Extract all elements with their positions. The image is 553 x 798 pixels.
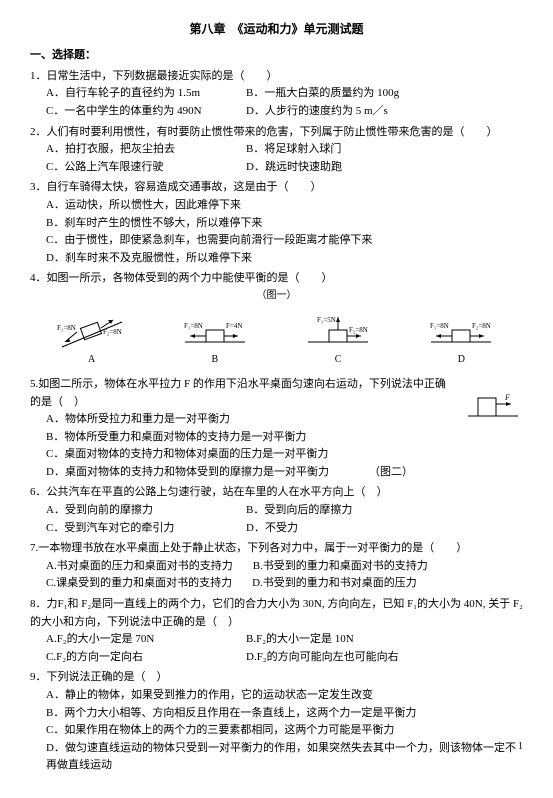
q8-opt-b: B.F₂的大小一定是 10N bbox=[246, 631, 426, 649]
q1-text: 1．日常生活中，下列数据最接近实际的是（ ） bbox=[30, 68, 523, 86]
q5-opt-c: C．桌面对物体的支持力和物体对桌面的压力是一对平衡力 bbox=[46, 446, 523, 464]
q1-opt-d: D．人步行的速度约为 5 m／s bbox=[246, 103, 426, 121]
page-number: 1 bbox=[518, 739, 523, 755]
figure-1c: F₁=5N F₂=8N C bbox=[303, 312, 373, 368]
figure-2: F bbox=[463, 376, 523, 428]
q7-opt-d: D.书受到的重力和书对桌面的压力 bbox=[252, 575, 432, 593]
question-3: 3．自行车骑得太快，容易造成交通事故，这是由于（ ） A．运动快，所以惯性大，因… bbox=[30, 179, 523, 267]
fig-b-label: B bbox=[180, 352, 250, 368]
q6-opt-b: B．受到向后的摩擦力 bbox=[246, 502, 426, 520]
svg-text:F=4N: F=4N bbox=[226, 322, 242, 330]
question-9: 9．下列说法正确的是（ ） A．静止的物体，如果受到推力的作用，它的运动状态一定… bbox=[30, 669, 523, 775]
q5-text: 5.如图二所示，物体在水平拉力 F 的作用下沿水平桌面匀速向右运动，下列说法中正… bbox=[30, 376, 523, 411]
question-5: F 5.如图二所示，物体在水平拉力 F 的作用下沿水平桌面匀速向右运动，下列说法… bbox=[30, 376, 523, 482]
q1-opt-c: C．一名中学生的体重约为 490N bbox=[46, 103, 226, 121]
question-8: 8．力F₁和 F₂是同一直线上的两个力，它们的合力大小为 30N, 方向向左，已… bbox=[30, 596, 523, 666]
q2-opt-c: C．公路上汽车限速行驶 bbox=[46, 159, 226, 177]
q9-opt-b: B．两个力大小相等、方向相反且作用在一条直线上，这两个力一定是平衡力 bbox=[46, 705, 523, 723]
figure-2-label: （图二） bbox=[369, 466, 413, 478]
q6-opt-c: C．受到汽车对它的牵引力 bbox=[46, 520, 226, 538]
q7-opt-b: B.书受到的重力和桌面对书的支持力 bbox=[253, 558, 433, 576]
q1-opt-b: B．一瓶大白菜的质量约为 100g bbox=[246, 85, 426, 103]
q9-opt-d: D．做匀速直线运动的物体只受到一对平衡力的作用，如果突然失去其中一个力，则该物体… bbox=[46, 740, 523, 775]
svg-text:F₂=8N: F₂=8N bbox=[472, 322, 491, 330]
q2-opt-b: B．将足球射入球门 bbox=[246, 141, 426, 159]
q8-text: 8．力F₁和 F₂是同一直线上的两个力，它们的合力大小为 30N, 方向向左，已… bbox=[30, 596, 523, 631]
q6-opt-d: D．不受力 bbox=[246, 520, 426, 538]
q7-opt-c: C.课桌受到的重力和桌面对书的支持力 bbox=[46, 575, 232, 593]
q9-text: 9．下列说法正确的是（ ） bbox=[30, 669, 523, 687]
q3-text: 3．自行车骑得太快，容易造成交通事故，这是由于（ ） bbox=[30, 179, 523, 197]
q3-opt-c: C．由于惯性，即使紧急刹车，也需要向前滑行一段距离才能停下来 bbox=[46, 232, 523, 250]
q2-text: 2．人们有时要利用惯性，有时要防止惯性带来的危害，下列属于防止惯性带来危害的是（… bbox=[30, 124, 523, 142]
q7-opt-a: A.书对桌面的压力和桌面对书的支持力 bbox=[46, 558, 233, 576]
q6-opt-a: A．受到向前的摩擦力 bbox=[46, 502, 226, 520]
question-1: 1．日常生活中，下列数据最接近实际的是（ ） A．自行车轮子的直径约为 1.5m… bbox=[30, 68, 523, 121]
q5-opt-a: A．物体所受拉力和重力是一对平衡力 bbox=[46, 411, 523, 429]
q9-opt-c: C．如果作用在物体上的两个力的三要素都相同，这两个力可能是平衡力 bbox=[46, 722, 523, 740]
question-6: 6．公共汽车在平直的公路上匀速行驶，站在车里的人在水平方向上（ ） A．受到向前… bbox=[30, 484, 523, 537]
q1-opt-a: A．自行车轮子的直径约为 1.5m bbox=[46, 85, 226, 103]
q3-opt-a: A．运动快，所以惯性大，因此难停下来 bbox=[46, 197, 523, 215]
figure-1b: F₁=8N F=4N B bbox=[180, 312, 250, 368]
figure-1-label: （图一） bbox=[30, 288, 523, 304]
figure-1-row: F₁=8N F₂=8N A F₁=8N F=4N B F₁=5N F₂=8N C F₁… bbox=[30, 312, 523, 368]
q4-text: 4．如图一所示，各物体受到的两个力中能使平衡的是（ ） bbox=[30, 270, 523, 288]
q3-opt-b: B．刹车时产生的惯性不够大，所以难停下来 bbox=[46, 215, 523, 233]
figure-1d: F₁=8N F₂=8N D bbox=[426, 312, 496, 368]
fig-c-label: C bbox=[303, 352, 373, 368]
question-7: 7.一本物理书放在水平桌面上处于静止状态，下列各对力中，属于一对平衡力的是（ ）… bbox=[30, 540, 523, 593]
q9-opt-a: A．静止的物体，如果受到推力的作用，它的运动状态一定发生改变 bbox=[46, 687, 523, 705]
q6-text: 6．公共汽车在平直的公路上匀速行驶，站在车里的人在水平方向上（ ） bbox=[30, 484, 523, 502]
q2-opt-d: D．跳远时快速助跑 bbox=[246, 159, 426, 177]
fig-a-label: A bbox=[57, 352, 127, 368]
svg-text:F: F bbox=[504, 393, 510, 402]
figure-1a: F₁=8N F₂=8N A bbox=[57, 312, 127, 368]
q5-opt-b: B．物体所受重力和桌面对物体的支持力是一对平衡力 bbox=[46, 429, 523, 447]
question-2: 2．人们有时要利用惯性，有时要防止惯性带来的危害，下列属于防止惯性带来危害的是（… bbox=[30, 124, 523, 177]
q8-opt-d: D.F₂的方向可能向左也可能向右 bbox=[246, 649, 426, 667]
q3-opt-d: D．刹车时来不及克服惯性，所以难停下来 bbox=[46, 250, 523, 268]
svg-text:F₁=5N: F₁=5N bbox=[317, 316, 336, 324]
q8-opt-a: A.F₂的大小一定是 70N bbox=[46, 631, 226, 649]
q5-opt-d: D．桌面对物体的支持力和物体受到的摩擦力是一对平衡力 bbox=[46, 466, 329, 478]
q7-text: 7.一本物理书放在水平桌面上处于静止状态，下列各对力中，属于一对平衡力的是（ ） bbox=[30, 540, 523, 558]
section-1-header: 一、选择题： bbox=[30, 47, 523, 65]
fig-d-label: D bbox=[426, 352, 496, 368]
svg-text:F₂=8N: F₂=8N bbox=[103, 328, 122, 336]
q8-opt-c: C.F₂的方向一定向右 bbox=[46, 649, 226, 667]
chapter-title: 第八章 《运动和力》单元测试题 bbox=[30, 20, 523, 39]
svg-text:F₂=8N: F₂=8N bbox=[349, 326, 368, 334]
question-4: 4．如图一所示，各物体受到的两个力中能使平衡的是（ ） （图一） F₁=8N F₂… bbox=[30, 270, 523, 368]
q2-opt-a: A．拍打衣服，把灰尘拍去 bbox=[46, 141, 226, 159]
svg-text:F₁=8N: F₁=8N bbox=[430, 322, 449, 330]
svg-text:F₁=8N: F₁=8N bbox=[57, 324, 76, 332]
svg-text:F₁=8N: F₁=8N bbox=[184, 322, 203, 330]
